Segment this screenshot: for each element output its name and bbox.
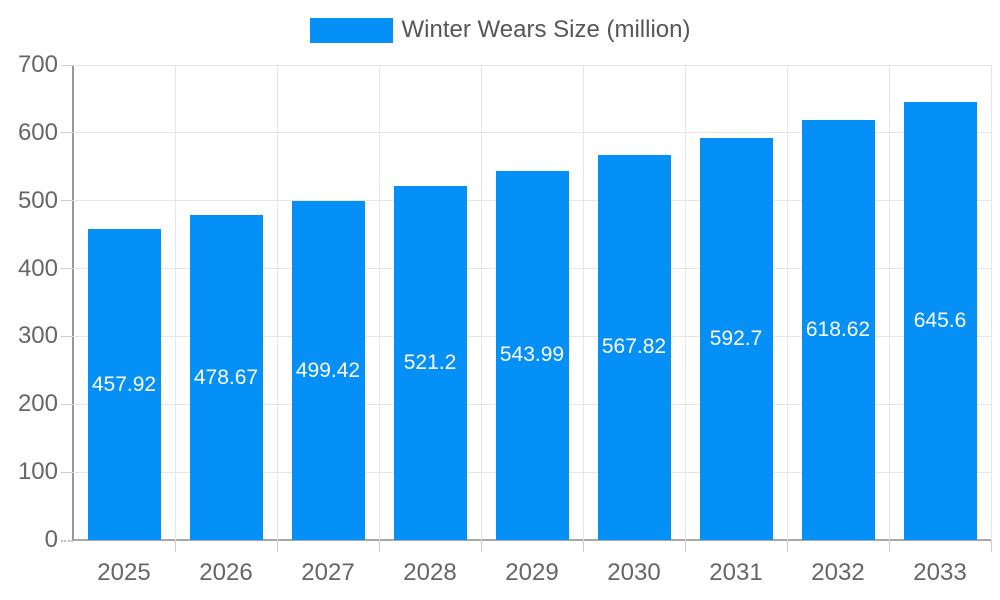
plot-area <box>72 65 992 541</box>
legend-swatch-icon <box>309 17 393 43</box>
bar-2027[interactable]: 499.42 <box>291 201 365 540</box>
bar-2031[interactable]: 592.7 <box>699 137 773 540</box>
bar-2025[interactable]: 457.92 <box>87 229 161 540</box>
bar-2028[interactable]: 521.2 <box>393 186 467 540</box>
bar-value-label: 645.6 <box>913 308 967 332</box>
x-axis-tick <box>276 540 278 552</box>
h-gridline <box>73 132 991 134</box>
x-axis-tick <box>174 540 176 552</box>
y-axis-tick <box>61 200 73 202</box>
legend: Winter Wears Size (million) <box>0 16 1000 44</box>
v-gridline <box>684 65 686 540</box>
bar-value-label: 521.2 <box>403 351 457 375</box>
x-axis-tick <box>786 540 788 552</box>
legend-item-winter-wears[interactable]: Winter Wears Size (million) <box>309 16 691 44</box>
v-gridline <box>378 65 380 540</box>
x-axis-tick <box>990 540 992 552</box>
bar-value-label: 499.42 <box>295 358 361 382</box>
legend-label: Winter Wears Size (million) <box>401 16 691 43</box>
h-gridline <box>73 64 991 66</box>
bar-value-label: 592.7 <box>709 326 763 350</box>
y-axis-tick <box>61 64 73 66</box>
x-axis-label: 2033 <box>913 559 967 586</box>
x-axis-label: 2030 <box>607 559 661 586</box>
v-gridline <box>480 65 482 540</box>
bar-2033[interactable]: 645.6 <box>903 101 977 540</box>
bar-value-label: 543.99 <box>499 343 565 367</box>
y-axis-tick <box>61 132 73 134</box>
y-axis-label: 0 <box>44 526 58 553</box>
y-axis-label: 400 <box>17 254 58 282</box>
bar-value-label: 567.82 <box>601 335 667 359</box>
bar-2030[interactable]: 567.82 <box>597 154 671 540</box>
v-gridline <box>276 65 278 540</box>
x-axis-tick <box>582 540 584 552</box>
v-gridline <box>174 65 176 540</box>
x-axis-label: 2026 <box>199 559 253 586</box>
y-axis-label: 100 <box>17 458 58 486</box>
x-axis-tick <box>888 540 890 552</box>
y-axis-tick <box>61 403 73 405</box>
y-axis-tick <box>61 471 73 473</box>
x-axis-label: 2025 <box>97 559 151 586</box>
x-axis-tick <box>480 540 482 552</box>
v-gridline <box>888 65 890 540</box>
x-axis-label: 2027 <box>301 559 355 586</box>
y-axis-label: 700 <box>17 51 58 78</box>
y-axis-label: 600 <box>17 118 58 146</box>
v-gridline <box>582 65 584 540</box>
bar-2032[interactable]: 618.62 <box>801 120 875 540</box>
bar-2029[interactable]: 543.99 <box>495 170 569 540</box>
x-axis-tick <box>684 540 686 552</box>
x-axis-label: 2032 <box>811 559 865 586</box>
y-axis-tick <box>61 539 73 542</box>
x-axis-label: 2028 <box>403 559 457 586</box>
y-axis-tick <box>61 335 73 337</box>
v-gridline <box>990 65 992 540</box>
y-axis-label: 500 <box>17 186 58 214</box>
v-gridline <box>786 65 788 540</box>
bar-value-label: 457.92 <box>91 372 157 396</box>
y-axis-label: 300 <box>17 322 58 350</box>
bar-value-label: 478.67 <box>193 365 259 389</box>
x-axis-label: 2031 <box>709 559 763 586</box>
x-axis-tick <box>378 540 380 552</box>
bar-value-label: 618.62 <box>805 318 871 342</box>
x-axis-label: 2029 <box>505 559 559 586</box>
bar-2026[interactable]: 478.67 <box>189 215 263 540</box>
y-axis-label: 200 <box>17 390 58 418</box>
y-axis-tick <box>61 268 73 270</box>
